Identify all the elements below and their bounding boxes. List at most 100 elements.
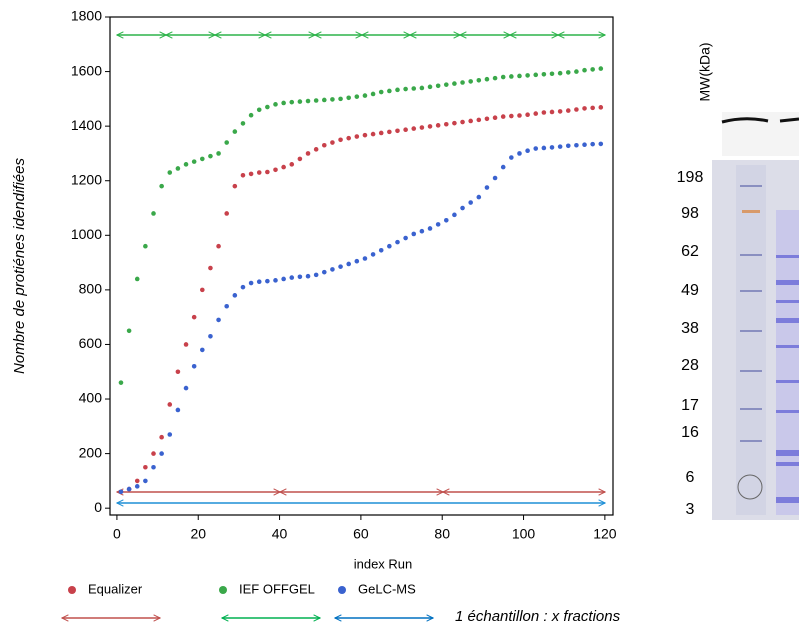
point	[143, 464, 148, 470]
legend-label: IEF OFFGEL	[239, 581, 315, 596]
gel-title: MW(kDa)	[697, 42, 713, 101]
point	[321, 142, 327, 148]
point	[167, 170, 173, 175]
gel-marker-label: 6	[686, 469, 695, 486]
point	[167, 432, 173, 437]
gel-marker-label: 38	[681, 320, 699, 337]
point	[557, 70, 563, 76]
point	[216, 151, 221, 156]
point	[598, 105, 604, 110]
point	[265, 278, 270, 284]
point	[387, 243, 392, 249]
point	[460, 80, 465, 85]
y-tick-label: 200	[79, 444, 103, 460]
point	[281, 100, 286, 106]
x-tick-label: 80	[434, 526, 450, 542]
point	[509, 113, 514, 119]
point	[354, 134, 360, 139]
point	[248, 171, 254, 177]
point	[191, 159, 197, 164]
point	[354, 94, 360, 99]
point	[191, 363, 197, 369]
point	[175, 166, 181, 171]
point	[143, 243, 148, 249]
point	[427, 226, 433, 231]
point	[265, 104, 270, 110]
point	[590, 105, 595, 111]
gel-marker-label: 198	[677, 169, 704, 186]
point	[232, 293, 238, 298]
point	[126, 486, 132, 492]
point	[468, 79, 473, 84]
point	[313, 98, 319, 103]
point	[216, 243, 221, 249]
point	[126, 328, 132, 334]
gel-image: MW(kDa)	[697, 42, 799, 520]
point	[240, 284, 246, 290]
point	[134, 478, 140, 484]
legend-note: 1 échantillon : x fractions	[455, 608, 621, 625]
point	[557, 144, 563, 149]
point	[159, 451, 164, 456]
legend-marker	[219, 586, 227, 594]
point	[492, 75, 498, 81]
point	[574, 107, 579, 112]
y-tick-label: 1400	[71, 117, 102, 133]
point	[403, 235, 408, 241]
point	[370, 252, 376, 257]
point	[134, 276, 140, 282]
point	[598, 66, 604, 71]
point	[330, 140, 335, 145]
point	[533, 111, 539, 116]
point	[289, 162, 295, 167]
point	[443, 121, 449, 127]
point	[378, 89, 384, 95]
point	[565, 143, 571, 149]
point	[500, 114, 506, 119]
point	[443, 82, 449, 87]
y-tick-label: 1600	[71, 62, 102, 78]
point	[525, 148, 530, 154]
point	[305, 151, 311, 156]
point	[289, 99, 295, 105]
point	[468, 200, 473, 205]
point	[321, 269, 327, 275]
point	[346, 95, 351, 101]
point	[590, 67, 595, 72]
point	[289, 275, 295, 280]
point	[273, 102, 278, 107]
point	[281, 164, 286, 170]
point	[403, 127, 408, 132]
point	[265, 169, 270, 175]
point	[216, 317, 221, 323]
point	[370, 91, 376, 97]
point	[517, 73, 522, 79]
gel-marker-label: 62	[681, 243, 699, 260]
legend-marker	[68, 586, 76, 594]
point	[411, 86, 417, 91]
point	[574, 142, 579, 148]
point	[273, 278, 278, 283]
point	[273, 167, 278, 173]
point	[395, 87, 400, 93]
point	[297, 274, 303, 280]
point	[460, 205, 465, 211]
point	[151, 211, 156, 216]
point	[240, 121, 246, 126]
point	[582, 67, 587, 73]
point	[200, 347, 205, 353]
point	[435, 83, 441, 89]
point	[346, 261, 351, 267]
legend-label: Equalizer	[88, 581, 143, 596]
point	[443, 217, 449, 223]
point	[387, 129, 392, 135]
x-tick-label: 40	[272, 526, 288, 542]
point	[476, 78, 482, 83]
point	[427, 124, 433, 129]
point	[541, 145, 547, 151]
point	[362, 256, 368, 261]
point	[200, 156, 205, 162]
point	[224, 140, 230, 145]
gel-marker-label: 16	[681, 424, 699, 441]
point	[557, 109, 563, 114]
